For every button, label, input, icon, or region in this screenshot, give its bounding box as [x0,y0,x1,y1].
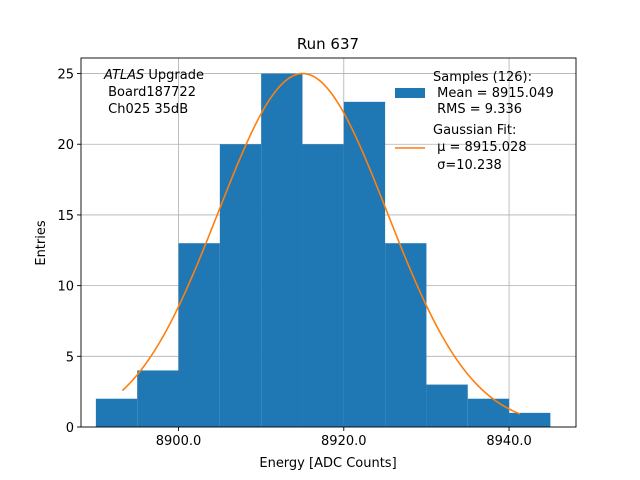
legend-samples-title: Samples (126): [433,70,532,85]
histogram-bar [426,384,468,427]
x-tick-label: 8900.0 [156,434,202,449]
y-tick-label: 10 [57,280,74,295]
histogram-bar [302,144,344,427]
y-tick-label: 15 [57,209,74,224]
y-axis-ticks: 0 5 10 15 20 25 [57,68,81,436]
x-axis-ticks: 8900.0 8920.0 8940.0 [156,427,532,449]
plot-frame [80,57,577,428]
y-tick-label: 0 [66,421,74,436]
x-tick-label: 8940.0 [486,434,532,449]
y-axis-label: Entries [34,220,49,266]
y-tick-label: 5 [66,350,74,365]
annotation-atlas: ATLAS [103,68,144,83]
legend-samples-rms: RMS = 9.336 [433,102,522,117]
histogram-bar [467,398,510,427]
legend-fit-sigma: σ=10.238 [433,158,502,173]
histogram-bar [343,101,386,428]
annotation-upgrade: Upgrade [144,68,204,83]
y-tick-label: 20 [57,138,74,153]
histogram-bars [95,73,551,428]
legend: Samples (126): Mean = 8915.049 RMS = 9.3… [395,70,554,173]
gaussian-fit-curve [121,72,521,415]
histogram-bar [95,398,138,427]
histogram-bar [261,73,303,427]
histogram-bar [385,243,427,427]
legend-fit-title: Gaussian Fit: [433,123,516,138]
y-tick-label: 25 [57,68,74,83]
annotation-line-1: ATLAS Upgrade [103,68,204,83]
x-tick-label: 8920.0 [321,434,367,449]
histogram-bar [509,412,551,427]
histogram-bar [137,370,179,427]
annotation-line-3: Ch025 35dB [104,102,188,117]
histogram-bar [219,144,262,427]
legend-fit-mu: μ = 8915.028 [433,140,527,155]
chart-title: Run 637 [297,35,359,53]
legend-samples-mean: Mean = 8915.049 [433,86,554,101]
legend-samples-swatch [395,88,425,98]
annotation-line-2: Board187722 [104,85,196,100]
x-axis-label: Energy [ADC Counts] [259,456,396,471]
histogram-bar [178,243,220,427]
atlas-annotation: ATLAS Upgrade Board187722 Ch025 35dB [103,68,204,117]
